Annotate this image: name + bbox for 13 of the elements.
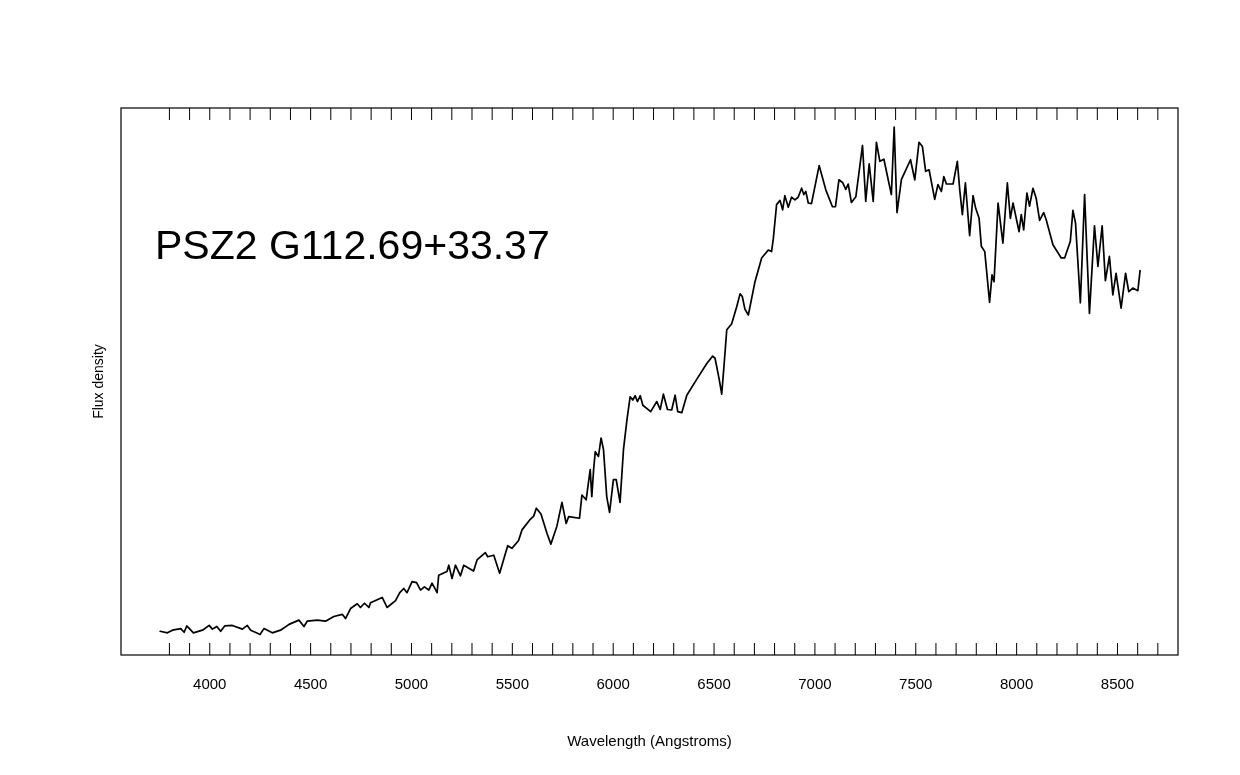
x-axis-title: Wavelength (Angstroms): [567, 732, 732, 749]
x-tick-label: 5500: [495, 675, 530, 692]
x-tick-label: 5000: [394, 675, 429, 692]
y-axis-title: Flux density: [90, 344, 106, 419]
x-tick-label: 7000: [798, 675, 832, 692]
x-tick-label: 6500: [697, 675, 731, 692]
x-tick-label: 8500: [1100, 675, 1135, 692]
x-tick-label: 4000: [193, 675, 227, 692]
x-tick-label: 7500: [899, 675, 933, 692]
x-tick-label: 4500: [293, 675, 328, 692]
x-tick-label: 8000: [999, 675, 1034, 692]
text: PSZ2 G112.69+33.37: [155, 222, 550, 268]
x-tick-label: 6000: [596, 675, 630, 692]
